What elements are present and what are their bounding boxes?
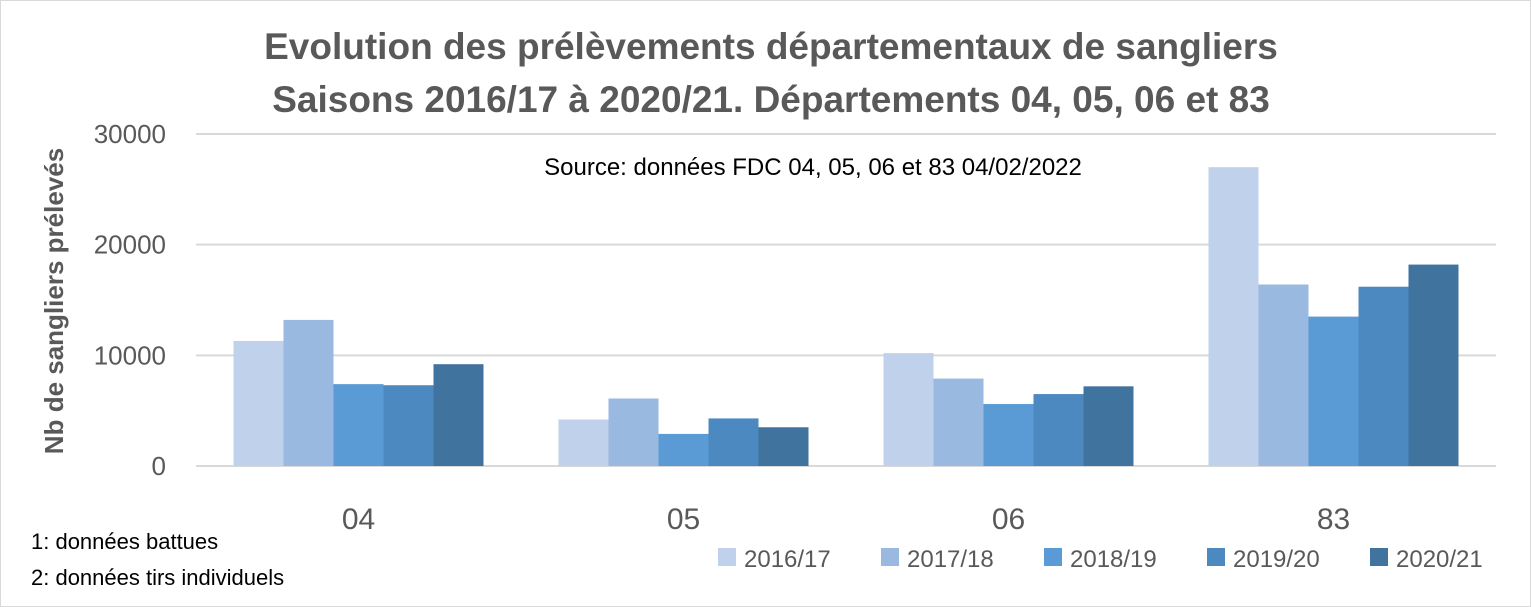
- bar-04-2016-17: [233, 340, 284, 466]
- legend-swatch: [881, 548, 899, 566]
- x-tick-label: 05: [667, 503, 700, 536]
- legend-label: 2016/17: [744, 546, 831, 573]
- y-axis-label: Nb de sangliers prélevés: [39, 148, 69, 454]
- bar-06-2018-19: [983, 404, 1034, 466]
- note-2: 2: données tirs individuels: [31, 565, 284, 590]
- legend-label: 2020/21: [1396, 546, 1483, 573]
- bar-83-2018-19: [1308, 316, 1359, 466]
- y-tick-label: 20000: [94, 230, 166, 260]
- bar-06-2017-18: [933, 378, 984, 466]
- bar-83-2019-20: [1358, 286, 1409, 466]
- chart-title-line2: Saisons 2016/17 à 2020/21. Départements …: [272, 79, 1270, 120]
- legend-swatch: [1207, 548, 1225, 566]
- bar-05-2017-18: [608, 398, 659, 466]
- bar-04-2017-18: [283, 319, 334, 466]
- legend-label: 2019/20: [1233, 546, 1320, 573]
- bar-04-2019-20: [383, 385, 434, 466]
- bar-05-2016-17: [558, 419, 609, 466]
- bar-06-2016-17: [883, 353, 934, 466]
- y-tick-label: 30000: [94, 119, 166, 149]
- legend-swatch: [1370, 548, 1388, 566]
- bar-83-2017-18: [1258, 284, 1309, 466]
- chart-subtitle: Source: données FDC 04, 05, 06 et 83 04/…: [544, 154, 1082, 181]
- bar-06-2020-21: [1083, 386, 1134, 466]
- bar-83-2016-17: [1208, 167, 1259, 466]
- bar-06-2019-20: [1033, 394, 1084, 466]
- bar-05-2019-20: [708, 418, 759, 466]
- bar-04-2020-21: [433, 364, 484, 466]
- x-tick-label: 04: [342, 503, 375, 536]
- legend-swatch: [1044, 548, 1062, 566]
- bar-04-2018-19: [333, 384, 384, 466]
- x-tick-label: 06: [992, 503, 1025, 536]
- x-tick-label: 83: [1317, 503, 1350, 536]
- legend-swatch: [718, 548, 736, 566]
- note-1: 1: données battues: [31, 529, 218, 554]
- legend-label: 2018/19: [1070, 546, 1157, 573]
- bar-05-2018-19: [658, 433, 709, 466]
- y-tick-label: 0: [152, 451, 166, 481]
- y-tick-label: 10000: [94, 340, 166, 370]
- bar-83-2020-21: [1408, 264, 1459, 466]
- bar-05-2020-21: [758, 427, 809, 466]
- chart-title-line1: Evolution des prélèvements départementau…: [264, 26, 1278, 67]
- legend-label: 2017/18: [907, 546, 994, 573]
